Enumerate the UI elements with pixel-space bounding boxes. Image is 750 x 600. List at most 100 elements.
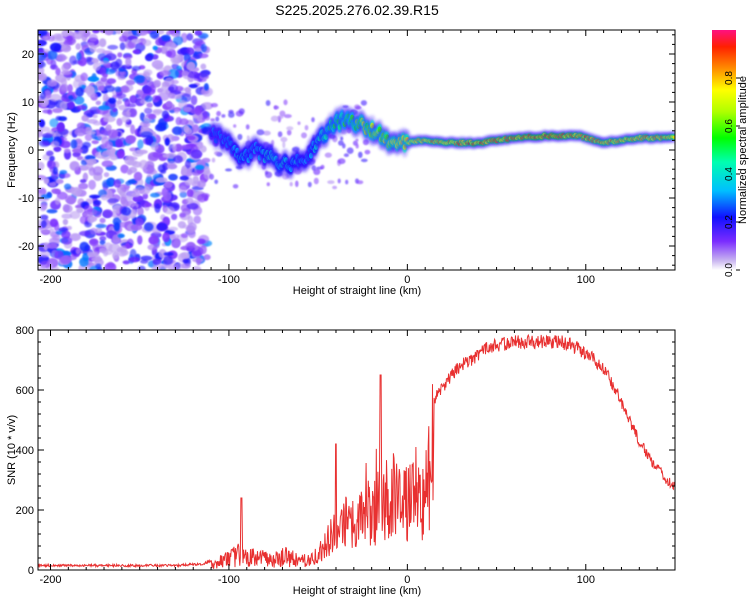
noise-blob — [121, 186, 130, 192]
noise-blob — [148, 235, 160, 245]
noise-blob — [124, 99, 131, 107]
noise-blob — [99, 235, 107, 242]
noise-blob — [43, 177, 50, 185]
noise-blob — [120, 196, 127, 205]
noise-blob — [89, 227, 98, 235]
noise-blob — [125, 200, 135, 207]
snr-axes: -200 -100 0 100 0 200 400 600 800 — [16, 325, 676, 586]
noise-blob — [144, 53, 154, 62]
noise-blob — [113, 179, 122, 188]
noise-blob — [46, 79, 58, 87]
noise-blob — [162, 255, 174, 266]
noise-blob — [89, 45, 97, 53]
noise-blob — [66, 196, 76, 205]
noise-blob — [46, 209, 58, 214]
noise-blob — [61, 213, 73, 219]
noise-blob — [233, 124, 237, 128]
noise-blob — [131, 65, 141, 71]
x-tick-label: -200 — [39, 274, 61, 286]
noise-blob — [103, 172, 110, 178]
noise-blob — [116, 118, 123, 126]
noise-blob — [49, 218, 59, 228]
noise-blob — [180, 233, 189, 239]
noise-blob — [116, 99, 123, 105]
noise-blob — [91, 140, 99, 145]
noise-blob — [95, 224, 107, 229]
noise-blob — [69, 233, 81, 242]
noise-blob — [184, 159, 191, 169]
noise-blob — [128, 256, 141, 263]
noise-blob — [135, 75, 145, 84]
noise-blob — [82, 141, 91, 149]
noise-blob — [162, 232, 171, 243]
noise-blob — [109, 154, 119, 161]
noise-blob — [327, 180, 335, 185]
noise-blob — [112, 107, 118, 113]
noise-blob — [61, 230, 71, 239]
noise-blob — [82, 211, 94, 217]
noise-blob — [46, 150, 54, 157]
noise-blob — [132, 150, 144, 157]
noise-blob — [115, 58, 123, 68]
y-tick-label: 200 — [16, 505, 34, 517]
noise-blob — [183, 124, 190, 133]
noise-blob — [133, 171, 143, 181]
noise-blob — [155, 177, 168, 183]
noise-blob — [286, 129, 292, 136]
noise-blob — [166, 163, 178, 170]
noise-blob — [101, 160, 114, 168]
x-tick-label: -100 — [218, 574, 240, 586]
noise-blob — [39, 251, 51, 258]
noise-blob — [187, 71, 200, 79]
noise-blob — [283, 114, 292, 119]
noise-blob — [181, 145, 192, 150]
y-tick-label: -10 — [18, 193, 34, 205]
noise-blob — [66, 225, 72, 231]
noise-blob — [89, 194, 101, 199]
noise-blob — [232, 184, 239, 189]
noise-blob — [320, 164, 325, 170]
noise-blob — [196, 53, 209, 59]
noise-blob — [265, 100, 271, 106]
colorbar: 0.0 0.2 0.4 0.6 0.8 Normalized spectral ampl… — [712, 30, 749, 277]
noise-blob — [313, 177, 319, 185]
noise-blob — [119, 42, 126, 51]
noise-blob — [282, 141, 286, 148]
noise-blob — [166, 100, 172, 108]
noise-blob — [263, 130, 271, 136]
noise-blob — [83, 204, 93, 215]
noise-blob — [42, 109, 52, 114]
x-tick-label: 100 — [577, 274, 595, 286]
noise-blob — [72, 79, 83, 89]
noise-blob — [72, 151, 81, 158]
noise-blob — [192, 175, 200, 185]
noise-blob — [38, 48, 45, 54]
noise-blob — [60, 140, 71, 149]
noise-blob — [91, 58, 99, 64]
noise-blob — [38, 161, 45, 171]
y-tick-label: 600 — [16, 385, 34, 397]
noise-blob — [102, 179, 111, 189]
noise-blob — [154, 203, 161, 214]
noise-blob — [256, 129, 265, 136]
noise-blob — [277, 115, 284, 120]
noise-blob — [62, 218, 69, 226]
x-tick-label: 0 — [404, 274, 410, 286]
noise-blob — [78, 230, 91, 237]
noise-blob — [91, 256, 103, 263]
noise-blob — [87, 215, 95, 224]
colorbar-ticks: 0.0 0.2 0.4 0.6 0.8 — [724, 71, 740, 277]
noise-blob — [152, 109, 163, 114]
noise-blob — [48, 227, 55, 235]
noise-blob — [118, 215, 128, 220]
x-tick-label: 100 — [577, 574, 595, 586]
noise-blob — [196, 256, 202, 266]
ridge-core — [672, 135, 675, 139]
noise-blob — [103, 116, 109, 123]
noise-blob — [209, 173, 215, 180]
noise-blob — [164, 41, 177, 51]
noise-blob — [355, 143, 359, 149]
noise-blob — [237, 133, 243, 141]
noise-blob — [76, 207, 84, 214]
